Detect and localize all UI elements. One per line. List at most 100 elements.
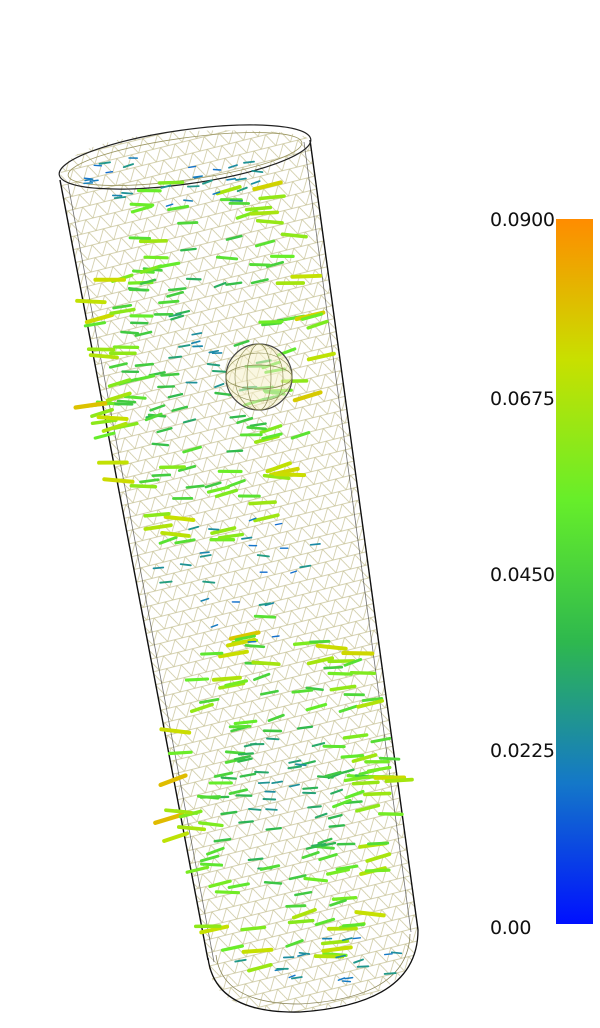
velocity-arrow — [228, 788, 249, 795]
velocity-arrow — [249, 210, 280, 216]
velocity-arrow — [168, 355, 183, 359]
velocity-arrow — [234, 958, 247, 963]
velocity-arrow — [199, 551, 210, 554]
velocity-arrow — [297, 953, 307, 957]
velocity-arrow — [149, 404, 166, 412]
velocity-arrow — [292, 390, 323, 403]
velocity-arrow — [213, 837, 232, 843]
velocity-arrow — [351, 780, 380, 786]
velocity-arrow — [329, 684, 357, 692]
velocity-arrow — [121, 191, 134, 195]
velocity-arrow — [180, 247, 197, 252]
velocity-arrow — [291, 907, 317, 920]
sphere-obstacle — [225, 343, 293, 411]
velocity-arrow — [352, 937, 362, 940]
velocity-arrow — [167, 392, 184, 399]
velocity-arrow — [208, 349, 220, 354]
velocity-arrow — [285, 904, 307, 908]
velocity-arrow — [271, 635, 280, 638]
velocity-arrow — [116, 399, 137, 404]
velocity-arrow — [233, 719, 258, 726]
velocity-arrow — [182, 418, 197, 424]
velocity-arrow — [123, 395, 147, 400]
velocity-arrow — [227, 882, 250, 889]
velocity-arrow — [306, 319, 329, 330]
velocity-arrow — [263, 880, 283, 885]
velocity-arrow — [166, 290, 184, 298]
velocity-arrow — [199, 924, 230, 935]
velocity-arrow — [210, 526, 237, 536]
velocity-arrow — [168, 313, 182, 318]
velocity-arrow — [287, 765, 302, 770]
velocity-arrow — [159, 727, 192, 735]
velocity-arrow — [259, 424, 283, 434]
velocity-arrow — [253, 513, 280, 523]
velocity-arrow — [249, 422, 267, 427]
velocity-arrow — [252, 180, 283, 192]
velocity-arrow — [96, 415, 129, 421]
velocity-arrow — [225, 234, 243, 241]
velocity-arrow — [390, 951, 403, 955]
velocity-arrow — [305, 844, 322, 850]
colorbar-label-2: 0.0675 — [490, 388, 555, 410]
velocity-arrow — [288, 874, 307, 881]
velocity-arrow — [290, 976, 303, 980]
velocity-arrow — [258, 320, 284, 324]
velocity-arrow — [257, 781, 271, 784]
velocity-arrow — [329, 898, 347, 907]
velocity-arrow — [159, 580, 173, 584]
velocity-arrow — [163, 514, 196, 522]
velocity-arrow — [339, 768, 355, 775]
velocity-arrow — [179, 563, 192, 567]
velocity-arrow — [344, 789, 365, 800]
velocity-arrow — [211, 370, 227, 373]
velocity-arrow — [300, 312, 324, 321]
velocity-arrow — [251, 660, 281, 667]
velocity-arrow — [337, 977, 346, 981]
velocity-arrow — [383, 972, 397, 975]
velocity-arrow — [214, 890, 240, 895]
velocity-arrow — [367, 841, 390, 846]
velocity-arrow — [83, 182, 94, 185]
velocity-arrow — [253, 614, 277, 619]
velocity-arrow — [167, 287, 187, 292]
velocity-arrow — [229, 414, 247, 419]
velocity-arrow — [265, 808, 278, 811]
velocity-arrow — [290, 431, 311, 440]
velocity-arrow — [249, 263, 271, 267]
velocity-arrow — [88, 353, 119, 360]
velocity-arrow — [320, 939, 350, 946]
velocity-arrow — [341, 937, 353, 942]
velocity-arrow — [246, 426, 267, 431]
velocity-arrow — [280, 232, 308, 239]
velocity-arrow — [187, 165, 197, 169]
velocity-arrow — [158, 299, 180, 305]
velocity-arrow — [248, 807, 262, 811]
velocity-arrow — [355, 803, 381, 813]
velocity-arrow — [90, 407, 114, 418]
velocity-arrow — [256, 554, 270, 558]
velocity-arrow — [259, 864, 281, 871]
velocity-arrow — [303, 876, 328, 883]
velocity-arrow — [299, 564, 312, 569]
velocity-arrow — [185, 277, 202, 281]
velocity-arrow — [290, 273, 323, 279]
velocity-arrow — [250, 180, 261, 185]
velocity-arrow — [160, 372, 180, 377]
velocity-arrow — [338, 704, 358, 713]
velocity-arrow — [157, 261, 181, 269]
velocity-arrow — [84, 312, 114, 325]
velocity-arrow — [290, 570, 298, 574]
velocity-arrow — [186, 185, 200, 188]
velocity-arrow — [160, 184, 172, 189]
velocity-arrow — [228, 724, 252, 729]
velocity-arrow — [184, 677, 210, 682]
velocity-arrow — [83, 321, 107, 328]
velocity-arrow — [226, 177, 237, 181]
velocity-arrow — [167, 750, 193, 756]
velocity-arrow — [93, 431, 116, 440]
velocity-arrow — [218, 649, 249, 659]
velocity-arrow — [185, 865, 210, 874]
velocity-arrow — [220, 944, 244, 952]
